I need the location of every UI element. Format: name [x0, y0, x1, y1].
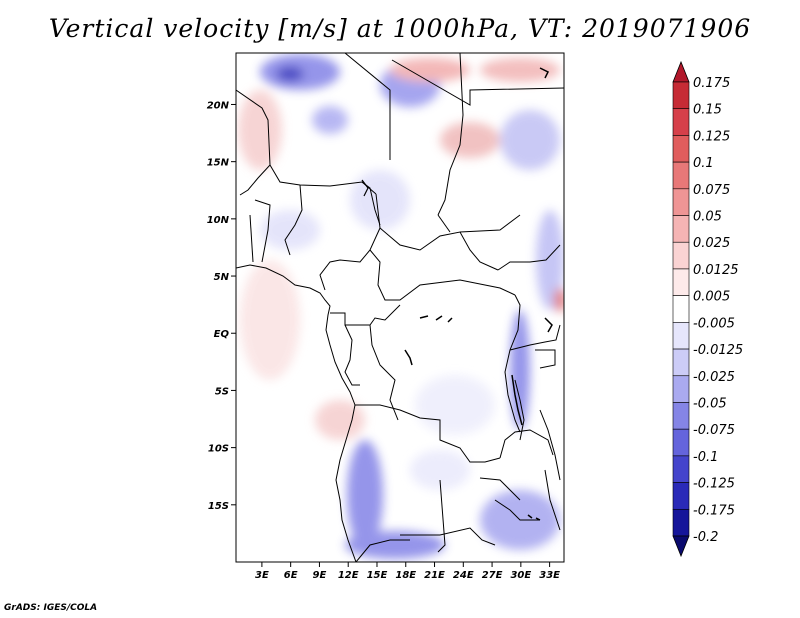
lon-tick-label: 12E: [338, 570, 359, 581]
lat-tick-label: 10S: [208, 444, 229, 455]
colorbar-label: 0.05: [693, 210, 722, 225]
lat-tick-label: EQ: [214, 329, 230, 340]
colorbar-label: -0.175: [693, 503, 735, 518]
colorbar-label: -0.025: [693, 370, 735, 385]
lon-tick-label: 9E: [313, 570, 327, 581]
colorbar-label: -0.005: [693, 316, 735, 331]
colorbar-swatch: [672, 348, 690, 377]
lon-tick-label: 30E: [510, 570, 531, 581]
colorbar-swatch: [672, 241, 690, 270]
colorbar-label: -0.075: [693, 423, 735, 438]
colorbar-swatch: [672, 108, 690, 136]
colorbar-swatch: [672, 161, 690, 190]
lon-tick-label: 27E: [482, 570, 503, 581]
velocity-shading: [236, 53, 564, 562]
colorbar-swatch: [672, 482, 690, 510]
lon-tick-label: 24E: [453, 570, 474, 581]
lon-tick-label: 6E: [284, 570, 298, 581]
lat-tick-label: 10N: [207, 215, 230, 226]
lon-tick-label: 15E: [367, 570, 388, 581]
colorbar-label: -0.2: [693, 530, 718, 545]
lat-tick-label: 20N: [207, 100, 230, 111]
colorbar-label: 0.005: [693, 290, 730, 305]
map-title: Vertical velocity [m/s] at 1000hPa, VT: …: [48, 14, 752, 43]
colorbar-label: -0.1: [693, 450, 718, 465]
colorbar-swatch: [672, 295, 690, 323]
colorbar-label: 0.075: [693, 183, 730, 198]
colorbar-swatch: [672, 322, 690, 350]
colorbar-label: 0.1: [693, 156, 714, 171]
longitude-axis: 3E 6E 9E 12E 15E 18E 21E 24E 27E 30E 33E: [255, 562, 560, 581]
colorbar-swatch: [672, 508, 690, 537]
colorbar-swatch: [672, 135, 690, 163]
colorbar-swatch: [672, 60, 690, 83]
colorbar-label: -0.05: [693, 396, 727, 411]
colorbar-swatch: [672, 402, 690, 430]
lon-tick-label: 18E: [395, 570, 416, 581]
colorbar-swatch: [672, 268, 690, 296]
colorbar-label: 0.125: [693, 129, 730, 144]
lat-tick-label: 5N: [214, 272, 230, 283]
colorbar-swatch: [672, 215, 690, 243]
colorbar-label: 0.025: [693, 236, 730, 251]
colorbar-label: -0.125: [693, 477, 735, 492]
lat-tick-label: 5S: [215, 386, 229, 397]
lat-tick-label: 15N: [207, 158, 230, 169]
map-frame: [235, 52, 565, 563]
colorbar-label: 0.0125: [693, 263, 739, 278]
colorbar-swatch: [672, 455, 690, 483]
colorbar-swatch: [672, 428, 690, 457]
colorbar-swatch: [672, 81, 690, 110]
lon-tick-label: 33E: [539, 570, 560, 581]
colorbar-swatch: [672, 535, 690, 558]
colorbar-swatch: [672, 188, 690, 216]
country-borders: [236, 53, 564, 562]
colorbar-label: -0.0125: [693, 343, 743, 358]
latitude-axis: 20N 15N 10N 5N EQ 5S 10S 15S: [207, 100, 236, 512]
colorbar: 0.175 0.15 0.125 0.1 0.075 0.05 0.025 0.0125 0.0…: [672, 60, 743, 558]
footer-credit: GrADS: IGES/COLA: [4, 603, 98, 613]
colorbar-label: 0.15: [693, 103, 722, 118]
lon-tick-label: 21E: [424, 570, 445, 581]
lat-tick-label: 15S: [208, 501, 229, 512]
lon-tick-label: 3E: [255, 570, 269, 581]
colorbar-swatch: [672, 375, 690, 403]
colorbar-label: 0.175: [693, 76, 730, 91]
